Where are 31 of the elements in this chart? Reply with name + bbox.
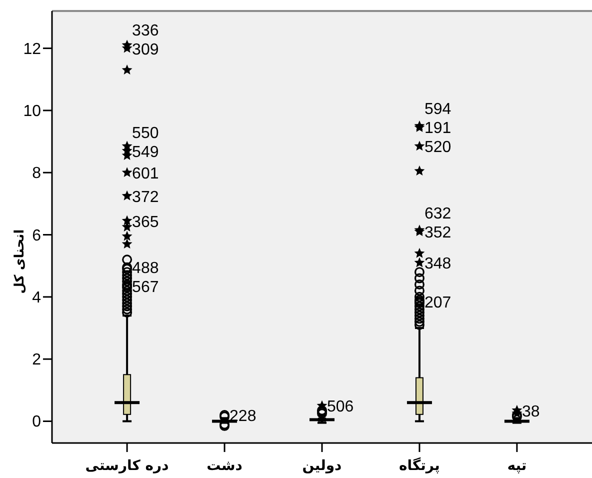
- annotation: 601: [132, 166, 159, 183]
- annotation: 488: [132, 260, 159, 278]
- annotation: 336: [132, 22, 159, 40]
- y-tick-label: 10: [23, 102, 42, 120]
- annotation: 550: [132, 124, 159, 142]
- x-tick-label: دولین: [302, 458, 342, 474]
- annotation: 38: [522, 403, 540, 420]
- annotation: 365: [132, 214, 159, 231]
- y-tick-label: 0: [32, 414, 42, 431]
- annotation: 352: [424, 224, 452, 242]
- annotation: 191: [424, 120, 452, 138]
- y-axis-title: انحنای کل: [12, 229, 28, 294]
- annotation: 567: [132, 279, 159, 296]
- y-tick-label: 12: [23, 40, 42, 58]
- annotation: 309: [132, 41, 159, 58]
- y-tick-label: 6: [32, 227, 42, 244]
- annotation: 520: [424, 139, 452, 156]
- annotation: 348: [424, 256, 452, 273]
- annotation: 506: [327, 398, 354, 416]
- y-tick-label: 2: [32, 352, 42, 369]
- x-tick-label: دشت: [206, 458, 242, 474]
- x-tick-label: پرتگاه: [399, 457, 440, 474]
- x-tick-label: تپه: [507, 458, 527, 474]
- annotation: 594: [424, 101, 452, 118]
- annotation: 632: [424, 206, 452, 223]
- annotation: 207: [424, 294, 452, 312]
- y-tick-label: 4: [32, 289, 42, 306]
- annotation: 549: [132, 144, 159, 161]
- y-tick-label: 8: [32, 165, 42, 182]
- annotation: 372: [132, 188, 159, 206]
- x-tick-label: دره کارستی: [85, 458, 169, 474]
